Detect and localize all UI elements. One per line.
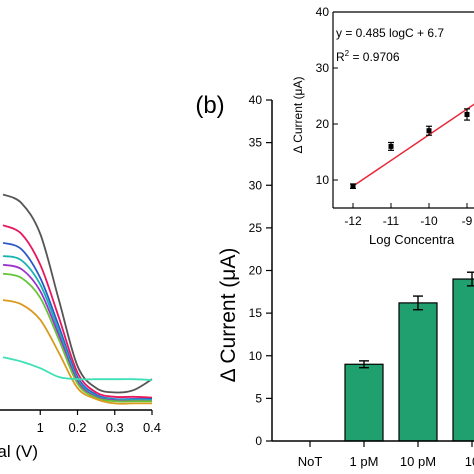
- inset-y-ticks: 10 20 30 40: [316, 5, 338, 187]
- panel-a-x-tick-label: 0.3: [106, 420, 124, 435]
- panel-b-bar: [452, 278, 474, 442]
- panel-b-x-tick-labels: NoT 1 pM 10 pM 10: [298, 441, 474, 469]
- panel-a-curves: [2, 193, 153, 405]
- panel-a-curve-7: [2, 356, 153, 381]
- inset-x-tick-label: -9: [462, 214, 473, 228]
- panel-a-x-tick-label: 0.2: [68, 420, 86, 435]
- inset-point: [388, 143, 394, 149]
- panel-b-bar-chart: (b) 0 5 10 15 20 25 30 35 40 NoT 1 pM 10 pM 10 Δ Cu…: [195, 92, 474, 469]
- inset-point: [426, 128, 432, 134]
- inset-y-tick-label: 40: [316, 5, 330, 19]
- panel-b-bar: [344, 363, 384, 442]
- inset-equation: y = 0.485 logC + 6.7: [336, 26, 444, 40]
- panel-a-curve-0: [2, 193, 153, 394]
- panel-b-y-ticks: 0 5 10 15 20 25 30 35 40: [249, 93, 272, 448]
- panel-b-y-tick-label: 20: [249, 264, 263, 278]
- inset-x-ticks: -12 -11 -10 -9: [344, 203, 473, 228]
- panel-b-x-tick-label: 1 pM: [350, 454, 379, 469]
- panel-a-curve-5: [2, 272, 152, 403]
- inset-background: [333, 12, 474, 208]
- inset-y-tick-label: 30: [316, 61, 330, 75]
- panel-b-y-tick-label: 0: [255, 434, 262, 448]
- inset-calibration-plot: 10 20 30 40 -12 -11 -10 -9 y = 0.485 logC + 6.…: [291, 5, 474, 247]
- inset-y-tick-label: 20: [316, 117, 330, 131]
- panel-a-curve-6: [2, 299, 152, 405]
- panel-b-y-tick-label: 5: [255, 391, 262, 405]
- panel-b-bar: [398, 302, 438, 442]
- inset-r-squared-prefix: R: [336, 50, 345, 64]
- panel-b-x-tick-label: 10: [465, 454, 474, 469]
- panel-a-x-tick-label: 1: [37, 420, 44, 435]
- panel-b-y-tick-label: 10: [249, 349, 263, 363]
- panel-a-x-ticks: 1 0.2 0.3 0.4: [37, 410, 161, 435]
- panel-a-x-axis-label: ial (V): [0, 442, 38, 461]
- panel-b-y-tick-label: 25: [249, 221, 263, 235]
- inset-y-tick-label: 10: [316, 173, 330, 187]
- panel-a-curve-2: [2, 241, 152, 401]
- inset-r-squared-value: = 0.9706: [349, 50, 400, 64]
- inset-x-tick-label: -10: [420, 214, 438, 228]
- panel-b-y-axis-label: Δ Current (μA): [217, 248, 240, 383]
- inset-r-squared: R2 = 0.9706: [336, 49, 400, 64]
- inset-r-squared-superscript: 2: [345, 49, 350, 58]
- panel-b-y-tick-label: 35: [249, 136, 263, 150]
- inset-y-axis-label: Δ Current (μA): [291, 77, 305, 154]
- panel-b-y-tick-label: 30: [249, 178, 263, 192]
- panel-b-x-tick-label: NoT: [298, 454, 323, 469]
- inset-point: [464, 111, 470, 117]
- panel-b-bars: [344, 271, 474, 442]
- inset-x-tick-label: -11: [383, 214, 400, 228]
- panel-b-y-tick-label: 15: [249, 306, 263, 320]
- panel-b-x-tick-label: 10 pM: [400, 454, 436, 469]
- inset-point: [350, 183, 356, 189]
- panel-a-x-tick-label: 0.4: [143, 420, 161, 435]
- inset-fit-line-segment: [352, 103, 474, 187]
- panel-b-label: (b): [195, 92, 224, 119]
- inset-fit-line: [352, 103, 474, 187]
- panel-a-curve-1: [2, 224, 153, 399]
- panel-b-y-tick-label: 40: [249, 93, 263, 107]
- inset-x-axis-label: Log Concentra: [369, 232, 455, 247]
- inset-x-tick-label: -12: [344, 214, 362, 228]
- panel-a-voltammogram: 1 0.2 0.3 0.4 ial (V): [0, 193, 161, 461]
- inset-points: [350, 108, 470, 189]
- panel-a-curve-4: [2, 263, 152, 402]
